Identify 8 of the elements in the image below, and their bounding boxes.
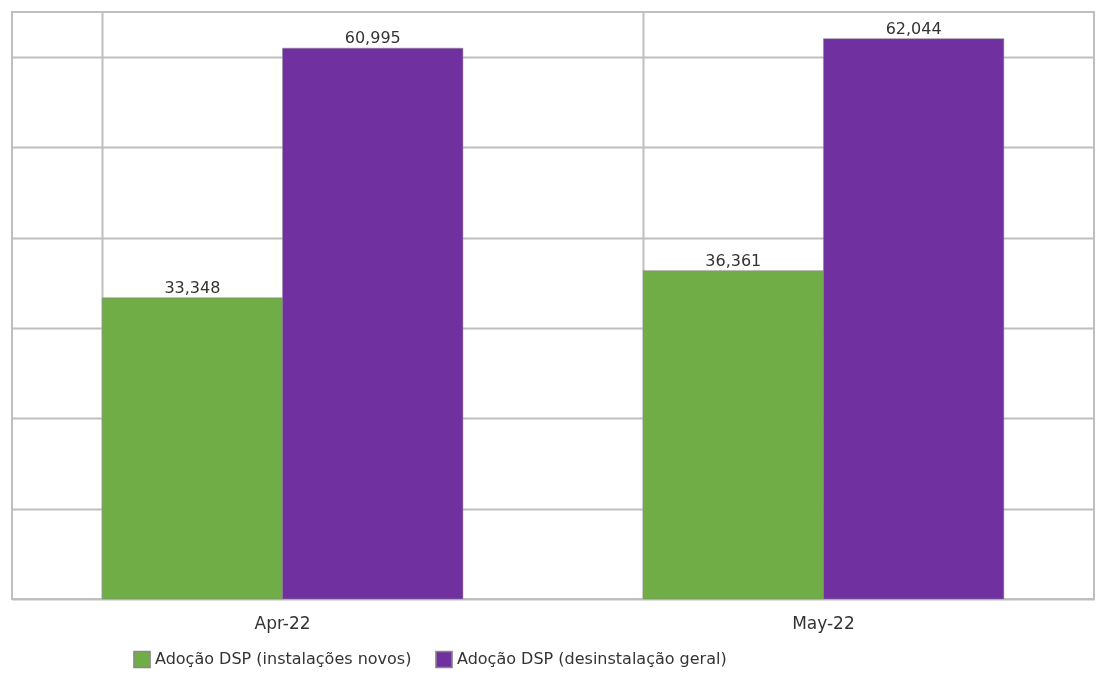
data-label: 62,044 [885, 18, 942, 38]
data-label: 33,348 [164, 277, 221, 297]
data-label: 60,995 [344, 28, 401, 48]
data-label: 36,361 [705, 250, 762, 270]
x-tick-label: May-22 [792, 612, 855, 633]
legend-label: Adoção DSP (desinstalação geral) [457, 649, 727, 669]
x-tick-label: Apr-22 [254, 612, 311, 633]
legend-label: Adoção DSP (instalações novos) [155, 649, 412, 669]
